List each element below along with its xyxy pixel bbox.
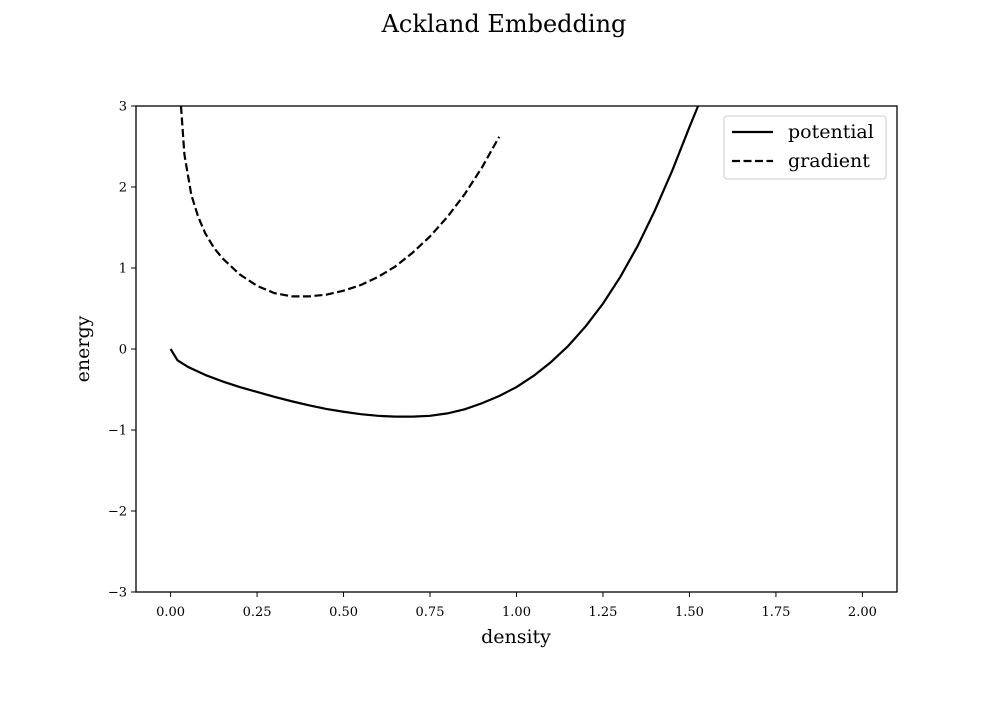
x-tick-label: 0.75 (416, 605, 445, 620)
y-tick-label: 3 (119, 100, 127, 115)
legend-label-gradient: gradient (788, 150, 870, 172)
x-tick-label: 1.50 (675, 605, 704, 620)
y-tick-label: 1 (119, 262, 127, 277)
y-tick-label: 0 (119, 343, 127, 358)
series-line-gradient (179, 106, 501, 298)
x-tick-label: 2.00 (848, 605, 877, 620)
legend: potential gradient (723, 115, 887, 180)
x-axis-label: density (481, 626, 551, 648)
series-line-potential (169, 106, 700, 418)
x-tick-label: 0.00 (156, 605, 185, 620)
y-axis-ticks: −3 −2 −1 0 1 2 3 (108, 100, 136, 601)
x-tick-label: 1.25 (589, 605, 618, 620)
x-tick-label: 0.50 (329, 605, 358, 620)
y-tick-label: −3 (108, 586, 127, 601)
x-tick-label: 1.00 (502, 605, 531, 620)
x-tick-label: 1.75 (761, 605, 790, 620)
x-axis-ticks: 0.00 0.25 0.50 0.75 1.00 1.25 1.50 1.75 2.00 (156, 592, 877, 620)
legend-label-potential: potential (788, 121, 874, 143)
y-tick-label: 2 (119, 181, 127, 196)
chart-title: Ackland Embedding (381, 10, 627, 38)
y-tick-label: −1 (108, 424, 127, 439)
y-tick-label: −2 (108, 505, 127, 520)
plot-area (169, 106, 700, 418)
y-axis-label: energy (72, 315, 94, 382)
x-tick-label: 0.25 (243, 605, 272, 620)
